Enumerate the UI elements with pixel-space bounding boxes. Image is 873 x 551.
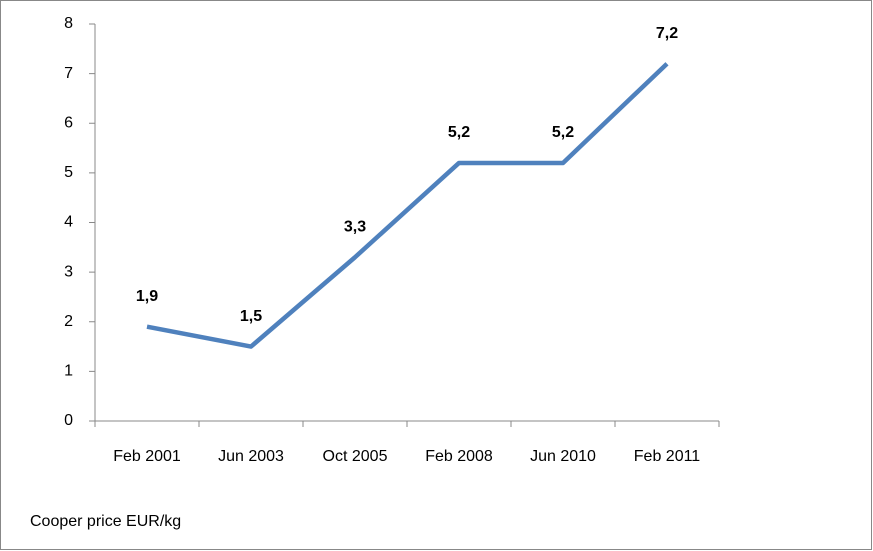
x-tick-label: Jun 2010 (530, 448, 596, 465)
y-tick-label: 3 (64, 263, 73, 280)
y-tick-label: 7 (64, 65, 73, 82)
y-tick-label: 8 (64, 15, 73, 32)
y-tick-label: 1 (64, 363, 73, 380)
x-tick-label: Oct 2005 (323, 448, 388, 465)
y-tick-label: 2 (64, 313, 73, 330)
x-tick-label: Feb 2001 (113, 448, 181, 465)
chart-caption: Cooper price EUR/kg (30, 513, 181, 530)
value-label: 1,5 (240, 308, 262, 325)
x-tick-label: Feb 2008 (425, 448, 493, 465)
value-label: 7,2 (656, 25, 678, 42)
value-label: 3,3 (344, 218, 366, 235)
value-label: 5,2 (552, 124, 574, 141)
y-tick-label: 6 (64, 114, 73, 131)
y-tick-label: 0 (64, 412, 73, 429)
data-line (146, 62, 669, 349)
x-tick-label: Feb 2011 (634, 448, 701, 465)
value-label: 5,2 (448, 124, 470, 141)
y-tick-label: 4 (64, 214, 73, 231)
y-tick-label: 5 (64, 164, 73, 181)
value-label: 1,9 (136, 288, 158, 305)
x-tick-label: Jun 2003 (218, 448, 284, 465)
